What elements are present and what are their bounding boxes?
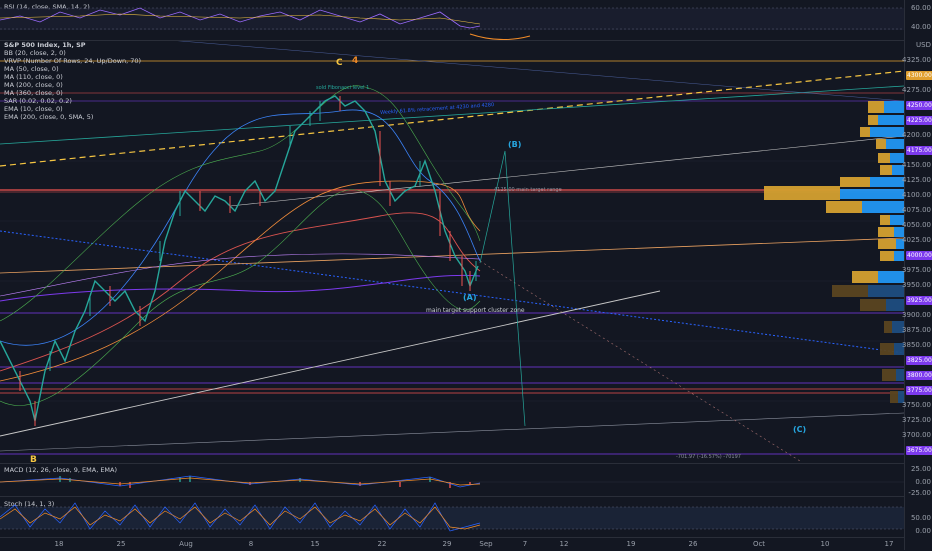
indicator-ema10[interactable]: EMA (10, close, 0) [4, 105, 63, 113]
price-axis-label: 3850.00 [902, 341, 931, 349]
macd-pane[interactable]: MACD (12, 26, close, 9, EMA, EMA) [0, 464, 904, 496]
price-axis-label: 4300.00 [906, 71, 932, 80]
indicator-ma50[interactable]: MA (50, close, 0) [4, 65, 59, 73]
stoch-title: Stoch (14, 1, 3) [4, 500, 55, 508]
measure-note: -701.97 (-16.57%) -70197 [676, 454, 741, 460]
fib-note-left: sold Fibonacci level 1 [316, 85, 370, 91]
price-axis-label: 3675.00 [906, 446, 932, 455]
pane-divider[interactable] [0, 496, 904, 497]
price-axis-label: 4050.00 [902, 221, 931, 229]
rsi-pane[interactable]: RSI (14, close, SMA, 14, 2) [0, 0, 904, 40]
indicator-vrvp[interactable]: VRVP (Number Of Rows, 24, Up/Down, 70) [4, 57, 142, 65]
wave-label-c: C [336, 58, 343, 68]
stoch-plot [0, 502, 904, 532]
price-axis-label: 3875.00 [902, 326, 931, 334]
macd-level-label: 0.00 [915, 478, 931, 486]
price-axis-label: 4275.00 [902, 86, 931, 94]
time-label: Aug [179, 540, 193, 548]
indicator-ema200[interactable]: EMA (200, close, 0, SMA, 5) [4, 113, 94, 121]
pane-divider[interactable] [0, 463, 904, 464]
rsi-plot [0, 7, 904, 40]
stoch-level-label: 0.00 [915, 527, 931, 535]
macd-level-label: 25.00 [910, 465, 931, 473]
price-axis-label: 4250.00 [906, 101, 932, 110]
symbol-title[interactable]: S&P 500 Index, 1h, SP [4, 41, 86, 49]
time-label: 25 [116, 540, 126, 548]
price-axis-label: 3925.00 [906, 296, 932, 305]
price-axis-label: 4000.00 [906, 251, 932, 260]
price-axis-label: 3900.00 [902, 311, 931, 319]
price-axis-label: 3775.00 [906, 386, 932, 395]
macd-level-label: -25.00 [908, 489, 931, 497]
stoch-level-label: 50.00 [910, 514, 931, 522]
wave-label-b-paren: (B) [508, 140, 522, 149]
macd-plot [0, 475, 904, 488]
indicator-sar[interactable]: SAR (0.02, 0.02, 0.2) [4, 97, 72, 105]
time-label: 10 [820, 540, 830, 548]
price-axis-label: 4025.00 [902, 236, 931, 244]
time-label: 18 [54, 540, 64, 548]
indicator-ma110[interactable]: MA (110, close, 0) [4, 73, 63, 81]
time-label: Oct [752, 540, 766, 548]
wave-label-a: (A) [463, 293, 477, 302]
price-axis-label: 3975.00 [902, 266, 931, 274]
rsi-level-label: 60.00 [910, 4, 931, 12]
price-axis-label: 4150.00 [902, 161, 931, 169]
price-axis-label: 4200.00 [902, 131, 931, 139]
volume-profile [764, 101, 904, 403]
time-label: 29 [442, 540, 452, 548]
indicator-ma360[interactable]: MA (360, close, 0) [4, 89, 63, 97]
macd-title: MACD (12, 26, close, 9, EMA, EMA) [4, 466, 118, 474]
target-note-mid: 4125.00 main target range [494, 187, 562, 193]
time-label: 19 [626, 540, 636, 548]
wave-label-c-paren: (C) [793, 425, 807, 434]
price-axis-label: 3725.00 [902, 416, 931, 424]
price-axis-label: 3825.00 [906, 356, 932, 365]
price-axis-label: 4100.00 [902, 191, 931, 199]
stoch-pane[interactable]: Stoch (14, 1, 3) [0, 497, 904, 537]
main-chart-pane[interactable]: S&P 500 Index, 1h, SP BB (20, close, 2, … [0, 41, 904, 465]
time-label: 22 [377, 540, 387, 548]
price-axis-label: 3800.00 [906, 371, 932, 380]
price-axis-label: 4325.00 [902, 56, 931, 64]
price-axis-label: 4125.00 [902, 176, 931, 184]
price-axis-label: 4075.00 [902, 206, 931, 214]
price-axis[interactable]: 60.00 40.00 USD 4325.00 4300.00 4275.00 4250… [902, 0, 932, 550]
price-candles [0, 95, 479, 426]
wave-label-b: B [30, 455, 37, 465]
time-label: Sep [479, 540, 493, 548]
price-axis-label: 4225.00 [906, 116, 932, 125]
main-chart-svg [0, 41, 904, 462]
time-label: 8 [248, 540, 254, 548]
time-label: 15 [310, 540, 320, 548]
wave-label-4: 4 [352, 56, 359, 66]
price-axis-label: 4175.00 [906, 146, 932, 155]
price-axis-label: 3700.00 [902, 431, 931, 439]
rsi-title: RSI (14, close, SMA, 14, 2) [4, 3, 90, 11]
time-label: 12 [559, 540, 569, 548]
pane-divider[interactable] [0, 40, 904, 41]
price-axis-label: USD [916, 41, 931, 49]
time-axis[interactable]: 18 25 Aug 8 15 22 29 Sep 7 12 19 26 Oct … [0, 537, 904, 551]
indicator-bb[interactable]: BB (20, close, 2, 0) [4, 49, 66, 57]
time-label: 17 [884, 540, 894, 548]
rsi-level-label: 40.00 [910, 23, 931, 31]
indicator-ma200[interactable]: MA (200, close, 0) [4, 81, 63, 89]
time-label: 26 [688, 540, 698, 548]
time-label: 7 [522, 540, 528, 548]
price-axis-label: 3950.00 [902, 281, 931, 289]
price-axis-label: 3750.00 [902, 401, 931, 409]
support-zone-label: main target support cluster zone [426, 307, 525, 314]
